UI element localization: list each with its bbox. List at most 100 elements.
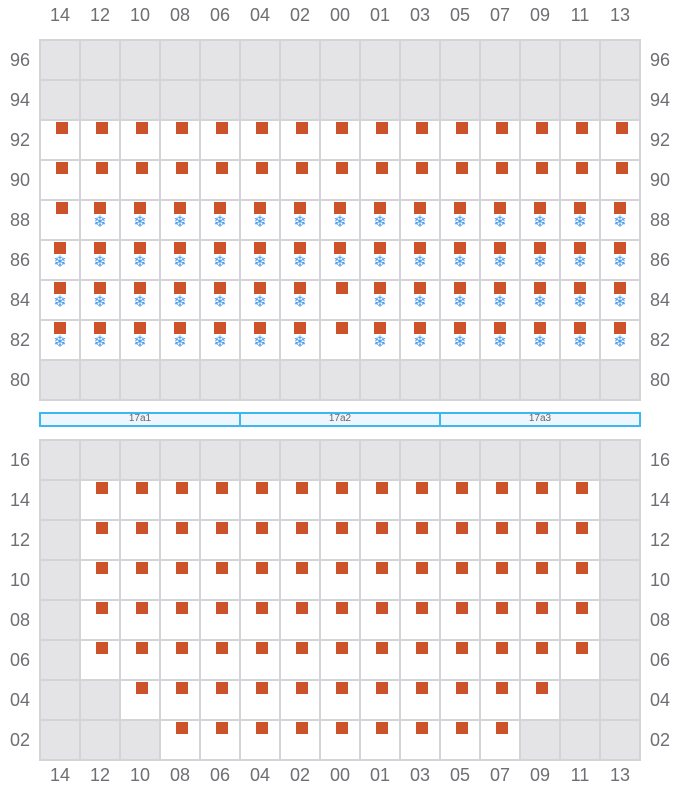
slot-cell[interactable]: ❄ (81, 321, 119, 359)
slot-cell[interactable]: ❄ (281, 201, 319, 239)
slot-cell[interactable] (81, 641, 119, 679)
slot-cell[interactable] (241, 521, 279, 559)
slot-cell[interactable] (481, 481, 519, 519)
slot-cell[interactable]: ❄ (521, 321, 559, 359)
slot-cell[interactable]: ❄ (161, 321, 199, 359)
slot-cell[interactable] (481, 601, 519, 639)
slot-cell[interactable] (361, 481, 399, 519)
slot-cell[interactable] (201, 641, 239, 679)
slot-cell[interactable] (441, 641, 479, 679)
slot-cell[interactable] (41, 121, 79, 159)
slot-cell[interactable]: ❄ (481, 321, 519, 359)
slot-cell[interactable]: ❄ (561, 241, 599, 279)
slot-cell[interactable]: ❄ (601, 201, 639, 239)
slot-cell[interactable] (241, 641, 279, 679)
slot-cell[interactable] (521, 561, 559, 599)
slot-cell[interactable] (201, 481, 239, 519)
slot-cell[interactable] (481, 641, 519, 679)
slot-cell[interactable] (201, 121, 239, 159)
slot-cell[interactable] (161, 641, 199, 679)
slot-cell[interactable]: ❄ (81, 201, 119, 239)
slot-cell[interactable] (161, 681, 199, 719)
slot-cell[interactable]: ❄ (41, 321, 79, 359)
slot-cell[interactable] (481, 561, 519, 599)
slot-cell[interactable]: ❄ (401, 281, 439, 319)
slot-cell[interactable]: ❄ (601, 281, 639, 319)
slot-cell[interactable] (361, 601, 399, 639)
slot-cell[interactable]: ❄ (121, 241, 159, 279)
slot-cell[interactable] (321, 481, 359, 519)
slot-cell[interactable]: ❄ (561, 321, 599, 359)
slot-cell[interactable] (201, 681, 239, 719)
slot-cell[interactable] (601, 161, 639, 199)
slot-cell[interactable]: ❄ (201, 241, 239, 279)
slot-cell[interactable] (441, 161, 479, 199)
slot-cell[interactable]: ❄ (41, 241, 79, 279)
slot-cell[interactable] (281, 681, 319, 719)
slot-cell[interactable]: ❄ (441, 321, 479, 359)
slot-cell[interactable] (321, 521, 359, 559)
slot-cell[interactable] (241, 681, 279, 719)
slot-cell[interactable]: ❄ (401, 321, 439, 359)
slot-cell[interactable]: ❄ (121, 281, 159, 319)
slot-cell[interactable] (481, 681, 519, 719)
slot-cell[interactable] (121, 561, 159, 599)
slot-cell[interactable] (201, 561, 239, 599)
slot-cell[interactable] (481, 521, 519, 559)
slot-cell[interactable]: ❄ (441, 241, 479, 279)
slot-cell[interactable]: ❄ (441, 201, 479, 239)
slot-cell[interactable] (241, 161, 279, 199)
slot-cell[interactable] (241, 601, 279, 639)
slot-cell[interactable] (521, 681, 559, 719)
slot-cell[interactable]: ❄ (281, 281, 319, 319)
slot-cell[interactable] (201, 601, 239, 639)
slot-cell[interactable] (361, 161, 399, 199)
slot-cell[interactable] (281, 641, 319, 679)
slot-cell[interactable] (401, 641, 439, 679)
slot-cell[interactable] (361, 721, 399, 759)
slot-cell[interactable] (361, 641, 399, 679)
slot-cell[interactable]: ❄ (481, 281, 519, 319)
slot-cell[interactable] (201, 161, 239, 199)
slot-cell[interactable]: ❄ (361, 321, 399, 359)
slot-cell[interactable]: ❄ (281, 241, 319, 279)
slot-cell[interactable] (281, 601, 319, 639)
slot-cell[interactable] (441, 481, 479, 519)
slot-cell[interactable]: ❄ (521, 201, 559, 239)
slot-cell[interactable] (241, 121, 279, 159)
slot-cell[interactable] (441, 521, 479, 559)
slot-cell[interactable]: ❄ (601, 321, 639, 359)
slot-cell[interactable] (321, 681, 359, 719)
slot-cell[interactable] (81, 161, 119, 199)
slot-cell[interactable]: ❄ (521, 281, 559, 319)
slot-cell[interactable]: ❄ (561, 281, 599, 319)
slot-cell[interactable] (281, 721, 319, 759)
slot-cell[interactable] (121, 601, 159, 639)
slot-cell[interactable] (121, 481, 159, 519)
slot-cell[interactable] (441, 721, 479, 759)
slot-cell[interactable] (161, 481, 199, 519)
section-17a3[interactable]: 17a3 (441, 412, 641, 427)
slot-cell[interactable]: ❄ (41, 281, 79, 319)
slot-cell[interactable] (321, 281, 359, 319)
slot-cell[interactable] (521, 121, 559, 159)
slot-cell[interactable] (81, 481, 119, 519)
slot-cell[interactable] (81, 561, 119, 599)
slot-cell[interactable] (81, 521, 119, 559)
section-17a2[interactable]: 17a2 (241, 412, 441, 427)
slot-cell[interactable] (561, 641, 599, 679)
slot-cell[interactable] (521, 641, 559, 679)
slot-cell[interactable] (201, 721, 239, 759)
slot-cell[interactable] (441, 601, 479, 639)
slot-cell[interactable] (241, 481, 279, 519)
slot-cell[interactable]: ❄ (241, 241, 279, 279)
slot-cell[interactable] (121, 681, 159, 719)
slot-cell[interactable]: ❄ (241, 281, 279, 319)
slot-cell[interactable] (281, 161, 319, 199)
slot-cell[interactable]: ❄ (561, 201, 599, 239)
slot-cell[interactable] (441, 121, 479, 159)
slot-cell[interactable] (41, 161, 79, 199)
slot-cell[interactable] (521, 521, 559, 559)
slot-cell[interactable]: ❄ (81, 241, 119, 279)
slot-cell[interactable]: ❄ (241, 321, 279, 359)
